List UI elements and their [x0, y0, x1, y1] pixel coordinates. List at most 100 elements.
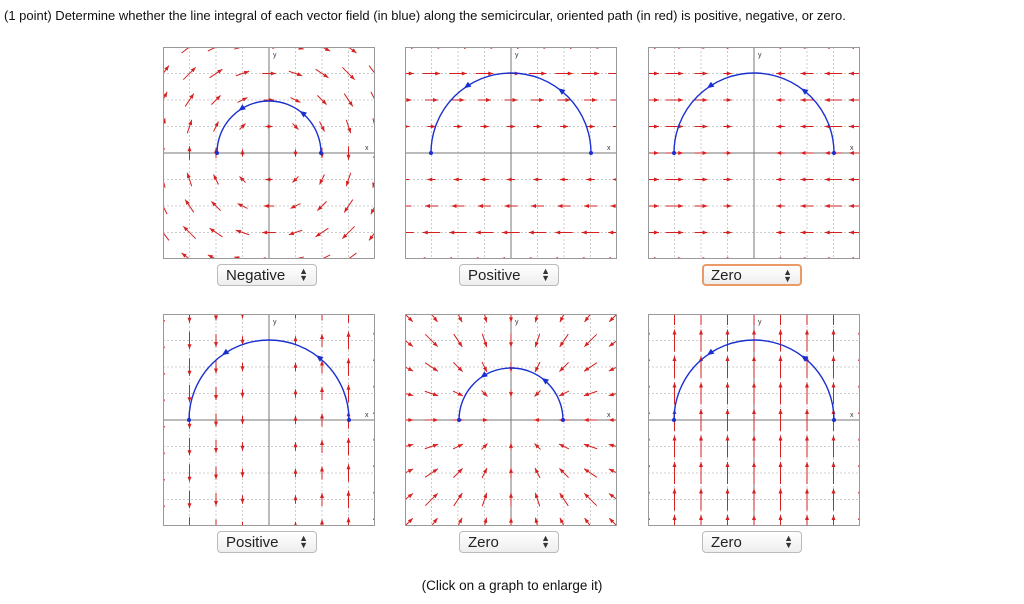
- arrow-head: [832, 303, 836, 308]
- answer-select[interactable]: Positive ▲ ▼: [459, 264, 559, 286]
- arrow-head: [320, 387, 324, 392]
- graph[interactable]: [161, 303, 377, 537]
- graph[interactable]: [394, 45, 628, 261]
- arrow-head: [778, 435, 783, 441]
- arrow-head: [488, 71, 494, 76]
- arrow-head: [849, 177, 854, 182]
- arrow-head: [240, 339, 245, 345]
- arrow-head: [654, 124, 659, 129]
- arrow-head: [752, 515, 756, 520]
- arrow-head: [559, 341, 565, 347]
- arrow-head: [584, 316, 590, 322]
- arrow-head: [458, 316, 463, 323]
- arrow-head: [752, 329, 756, 335]
- arrow-head: [824, 204, 830, 208]
- arrow-head: [654, 151, 659, 155]
- graph[interactable]: [637, 45, 871, 261]
- arrow-head: [370, 208, 375, 215]
- arrow-head: [407, 316, 413, 322]
- arrow-head: [699, 488, 703, 494]
- arrow-head: [293, 495, 298, 501]
- arrow-head: [346, 517, 351, 523]
- arrow-head: [702, 71, 708, 76]
- path-arrow: [299, 110, 307, 118]
- arrow-head: [805, 515, 809, 520]
- arrow-head: [559, 316, 564, 323]
- arrow-head: [293, 468, 298, 474]
- graph-frame: [648, 314, 860, 526]
- arrow-head: [262, 230, 268, 235]
- answer-select[interactable]: Positive ▲ ▼: [217, 531, 317, 553]
- field-arrow: [163, 231, 170, 241]
- arrow-head: [320, 413, 324, 419]
- path-arrow: [801, 355, 809, 362]
- arrow-head: [240, 314, 245, 319]
- arrow-head: [778, 329, 783, 335]
- arrow-head: [164, 65, 169, 71]
- arrow-head: [824, 71, 830, 76]
- arrow-head: [800, 204, 806, 208]
- answer-select[interactable]: Zero ▲ ▼: [702, 264, 802, 286]
- arrow-head: [482, 443, 488, 449]
- arrow-head: [805, 435, 809, 441]
- arrow-head: [559, 493, 565, 499]
- arrow-head: [699, 382, 703, 388]
- arrow-head: [702, 204, 708, 208]
- arrow-head: [510, 124, 516, 129]
- arrow-head: [240, 445, 245, 451]
- arrow-head: [589, 124, 595, 129]
- arrow-head: [240, 392, 245, 398]
- arrow-head: [190, 67, 196, 73]
- arrow-head: [342, 233, 348, 239]
- arrow-head: [504, 204, 510, 208]
- arrow-head: [702, 151, 708, 155]
- graph[interactable]: [155, 39, 383, 267]
- answer-value: Positive: [468, 267, 521, 284]
- arrow-head: [214, 368, 218, 374]
- arrow-head: [235, 229, 242, 234]
- arrow-head: [776, 124, 782, 129]
- arrow-head: [290, 204, 296, 209]
- arrow-head: [482, 366, 487, 372]
- arrow-head: [619, 98, 624, 102]
- arrow-head: [159, 198, 163, 203]
- graph[interactable]: [397, 306, 626, 535]
- arrow-head: [185, 199, 190, 205]
- path-curve: [216, 100, 322, 154]
- arrow-head: [609, 493, 615, 499]
- arrow-head: [295, 98, 301, 103]
- arrow-head: [725, 409, 730, 414]
- path-arrow: [463, 81, 472, 89]
- arrow-head: [831, 329, 836, 335]
- arrow-head: [187, 317, 192, 323]
- path-end: [215, 151, 219, 155]
- y-label: y: [273, 319, 277, 326]
- graph-frame: [163, 314, 375, 526]
- arrow-head: [345, 180, 350, 187]
- arrow-head: [482, 468, 487, 474]
- path-arrow: [801, 88, 809, 95]
- answer-select[interactable]: Negative ▲ ▼: [217, 264, 317, 286]
- arrow-head: [214, 501, 218, 506]
- arrow-head: [699, 303, 703, 308]
- arrow-head: [559, 391, 565, 396]
- y-label: y: [515, 319, 519, 326]
- arrow-head: [317, 205, 323, 211]
- path-arrow: [221, 348, 230, 356]
- arrow-head: [293, 124, 299, 130]
- arrow-head: [239, 176, 245, 182]
- arrow-head: [457, 493, 463, 499]
- graph[interactable]: [646, 303, 862, 537]
- arrow-head: [678, 204, 684, 208]
- arrow-head: [375, 103, 379, 108]
- arrow-head: [240, 149, 245, 155]
- arrow-head: [214, 474, 218, 480]
- arrow-head: [408, 71, 414, 76]
- arrow-head: [678, 151, 684, 155]
- field-arrow: [181, 47, 191, 54]
- answer-select[interactable]: Zero ▲ ▼: [702, 531, 802, 553]
- arrow-head: [752, 462, 756, 467]
- arrow-head: [378, 50, 383, 55]
- x-label: x: [607, 412, 611, 419]
- answer-select[interactable]: Zero ▲ ▼: [459, 531, 559, 553]
